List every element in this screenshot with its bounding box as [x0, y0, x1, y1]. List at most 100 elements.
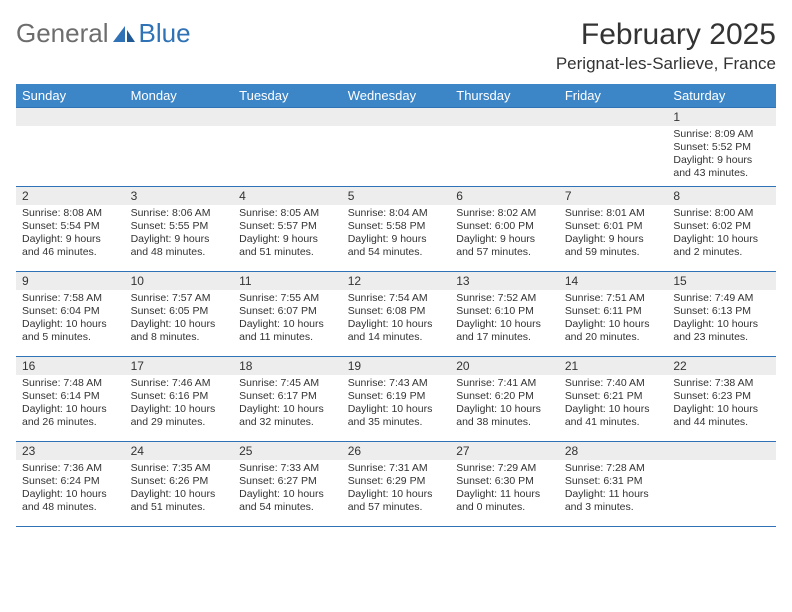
day-number [16, 108, 125, 126]
day-details: Sunrise: 7:43 AMSunset: 6:19 PMDaylight:… [342, 375, 451, 441]
day-details: Sunrise: 7:46 AMSunset: 6:16 PMDaylight:… [125, 375, 234, 441]
sunrise-text: Sunrise: 7:28 AM [565, 462, 662, 475]
sunrise-text: Sunrise: 8:00 AM [673, 207, 770, 220]
day-number: 14 [559, 272, 668, 290]
daylight-text: Daylight: 9 hours and 46 minutes. [22, 233, 119, 259]
day-details [559, 126, 668, 186]
sunset-text: Sunset: 5:54 PM [22, 220, 119, 233]
day-number: 3 [125, 187, 234, 205]
day-details [125, 126, 234, 186]
brand-text-1: General [16, 18, 109, 49]
calendar-day: 9Sunrise: 7:58 AMSunset: 6:04 PMDaylight… [16, 272, 125, 357]
day-number: 25 [233, 442, 342, 460]
daylight-text: Daylight: 10 hours and 8 minutes. [131, 318, 228, 344]
day-number: 12 [342, 272, 451, 290]
calendar-day-empty [342, 108, 451, 187]
calendar-day: 27Sunrise: 7:29 AMSunset: 6:30 PMDayligh… [450, 442, 559, 527]
sunrise-text: Sunrise: 8:01 AM [565, 207, 662, 220]
sunrise-text: Sunrise: 7:55 AM [239, 292, 336, 305]
calendar-week: 2Sunrise: 8:08 AMSunset: 5:54 PMDaylight… [16, 187, 776, 272]
day-number [233, 108, 342, 126]
daylight-text: Daylight: 10 hours and 20 minutes. [565, 318, 662, 344]
day-details: Sunrise: 7:52 AMSunset: 6:10 PMDaylight:… [450, 290, 559, 356]
calendar-day: 11Sunrise: 7:55 AMSunset: 6:07 PMDayligh… [233, 272, 342, 357]
brand-sail-icon [111, 24, 137, 44]
day-details: Sunrise: 7:31 AMSunset: 6:29 PMDaylight:… [342, 460, 451, 526]
daylight-text: Daylight: 10 hours and 41 minutes. [565, 403, 662, 429]
day-number: 6 [450, 187, 559, 205]
sunset-text: Sunset: 6:31 PM [565, 475, 662, 488]
sunset-text: Sunset: 6:21 PM [565, 390, 662, 403]
calendar-body: 1Sunrise: 8:09 AMSunset: 5:52 PMDaylight… [16, 108, 776, 527]
calendar-day: 28Sunrise: 7:28 AMSunset: 6:31 PMDayligh… [559, 442, 668, 527]
day-details: Sunrise: 7:28 AMSunset: 6:31 PMDaylight:… [559, 460, 668, 526]
daylight-text: Daylight: 10 hours and 44 minutes. [673, 403, 770, 429]
daylight-text: Daylight: 10 hours and 32 minutes. [239, 403, 336, 429]
day-details [450, 126, 559, 186]
day-header: Sunday [16, 84, 125, 108]
sunset-text: Sunset: 5:52 PM [673, 141, 770, 154]
day-number: 19 [342, 357, 451, 375]
sunrise-text: Sunrise: 7:52 AM [456, 292, 553, 305]
day-details: Sunrise: 7:40 AMSunset: 6:21 PMDaylight:… [559, 375, 668, 441]
daylight-text: Daylight: 10 hours and 38 minutes. [456, 403, 553, 429]
day-number [342, 108, 451, 126]
day-number: 13 [450, 272, 559, 290]
day-details: Sunrise: 7:45 AMSunset: 6:17 PMDaylight:… [233, 375, 342, 441]
calendar-day: 8Sunrise: 8:00 AMSunset: 6:02 PMDaylight… [667, 187, 776, 272]
brand-text-2: Blue [139, 18, 191, 49]
calendar-day: 6Sunrise: 8:02 AMSunset: 6:00 PMDaylight… [450, 187, 559, 272]
daylight-text: Daylight: 11 hours and 3 minutes. [565, 488, 662, 514]
sunset-text: Sunset: 6:26 PM [131, 475, 228, 488]
sunset-text: Sunset: 6:14 PM [22, 390, 119, 403]
day-details: Sunrise: 7:29 AMSunset: 6:30 PMDaylight:… [450, 460, 559, 526]
daylight-text: Daylight: 10 hours and 17 minutes. [456, 318, 553, 344]
sunset-text: Sunset: 6:13 PM [673, 305, 770, 318]
daylight-text: Daylight: 10 hours and 54 minutes. [239, 488, 336, 514]
calendar-week: 1Sunrise: 8:09 AMSunset: 5:52 PMDaylight… [16, 108, 776, 187]
calendar-day-empty [667, 442, 776, 527]
sunset-text: Sunset: 6:29 PM [348, 475, 445, 488]
sunset-text: Sunset: 5:58 PM [348, 220, 445, 233]
calendar-day: 13Sunrise: 7:52 AMSunset: 6:10 PMDayligh… [450, 272, 559, 357]
day-details: Sunrise: 8:02 AMSunset: 6:00 PMDaylight:… [450, 205, 559, 271]
calendar-day: 18Sunrise: 7:45 AMSunset: 6:17 PMDayligh… [233, 357, 342, 442]
day-number: 24 [125, 442, 234, 460]
day-header: Monday [125, 84, 234, 108]
daylight-text: Daylight: 10 hours and 29 minutes. [131, 403, 228, 429]
page-header: General Blue February 2025 Perignat-les-… [16, 18, 776, 74]
sunset-text: Sunset: 6:17 PM [239, 390, 336, 403]
calendar-day: 20Sunrise: 7:41 AMSunset: 6:20 PMDayligh… [450, 357, 559, 442]
day-header: Tuesday [233, 84, 342, 108]
calendar-day: 5Sunrise: 8:04 AMSunset: 5:58 PMDaylight… [342, 187, 451, 272]
day-details [342, 126, 451, 186]
calendar-week: 23Sunrise: 7:36 AMSunset: 6:24 PMDayligh… [16, 442, 776, 527]
day-number: 2 [16, 187, 125, 205]
sunrise-text: Sunrise: 7:29 AM [456, 462, 553, 475]
calendar-header-row: SundayMondayTuesdayWednesdayThursdayFrid… [16, 84, 776, 108]
sunrise-text: Sunrise: 7:49 AM [673, 292, 770, 305]
calendar-day: 3Sunrise: 8:06 AMSunset: 5:55 PMDaylight… [125, 187, 234, 272]
day-details: Sunrise: 8:08 AMSunset: 5:54 PMDaylight:… [16, 205, 125, 271]
sunrise-text: Sunrise: 7:45 AM [239, 377, 336, 390]
sunset-text: Sunset: 6:04 PM [22, 305, 119, 318]
day-number: 15 [667, 272, 776, 290]
sunset-text: Sunset: 6:20 PM [456, 390, 553, 403]
day-details: Sunrise: 7:58 AMSunset: 6:04 PMDaylight:… [16, 290, 125, 356]
calendar-day: 15Sunrise: 7:49 AMSunset: 6:13 PMDayligh… [667, 272, 776, 357]
sunrise-text: Sunrise: 7:41 AM [456, 377, 553, 390]
day-details: Sunrise: 7:36 AMSunset: 6:24 PMDaylight:… [16, 460, 125, 526]
day-details: Sunrise: 8:04 AMSunset: 5:58 PMDaylight:… [342, 205, 451, 271]
sunset-text: Sunset: 6:19 PM [348, 390, 445, 403]
sunrise-text: Sunrise: 7:40 AM [565, 377, 662, 390]
day-details: Sunrise: 7:55 AMSunset: 6:07 PMDaylight:… [233, 290, 342, 356]
day-number: 17 [125, 357, 234, 375]
sunset-text: Sunset: 6:11 PM [565, 305, 662, 318]
sunset-text: Sunset: 6:00 PM [456, 220, 553, 233]
day-number: 5 [342, 187, 451, 205]
day-number: 16 [16, 357, 125, 375]
day-number [450, 108, 559, 126]
calendar-day: 19Sunrise: 7:43 AMSunset: 6:19 PMDayligh… [342, 357, 451, 442]
daylight-text: Daylight: 9 hours and 48 minutes. [131, 233, 228, 259]
sunrise-text: Sunrise: 7:46 AM [131, 377, 228, 390]
